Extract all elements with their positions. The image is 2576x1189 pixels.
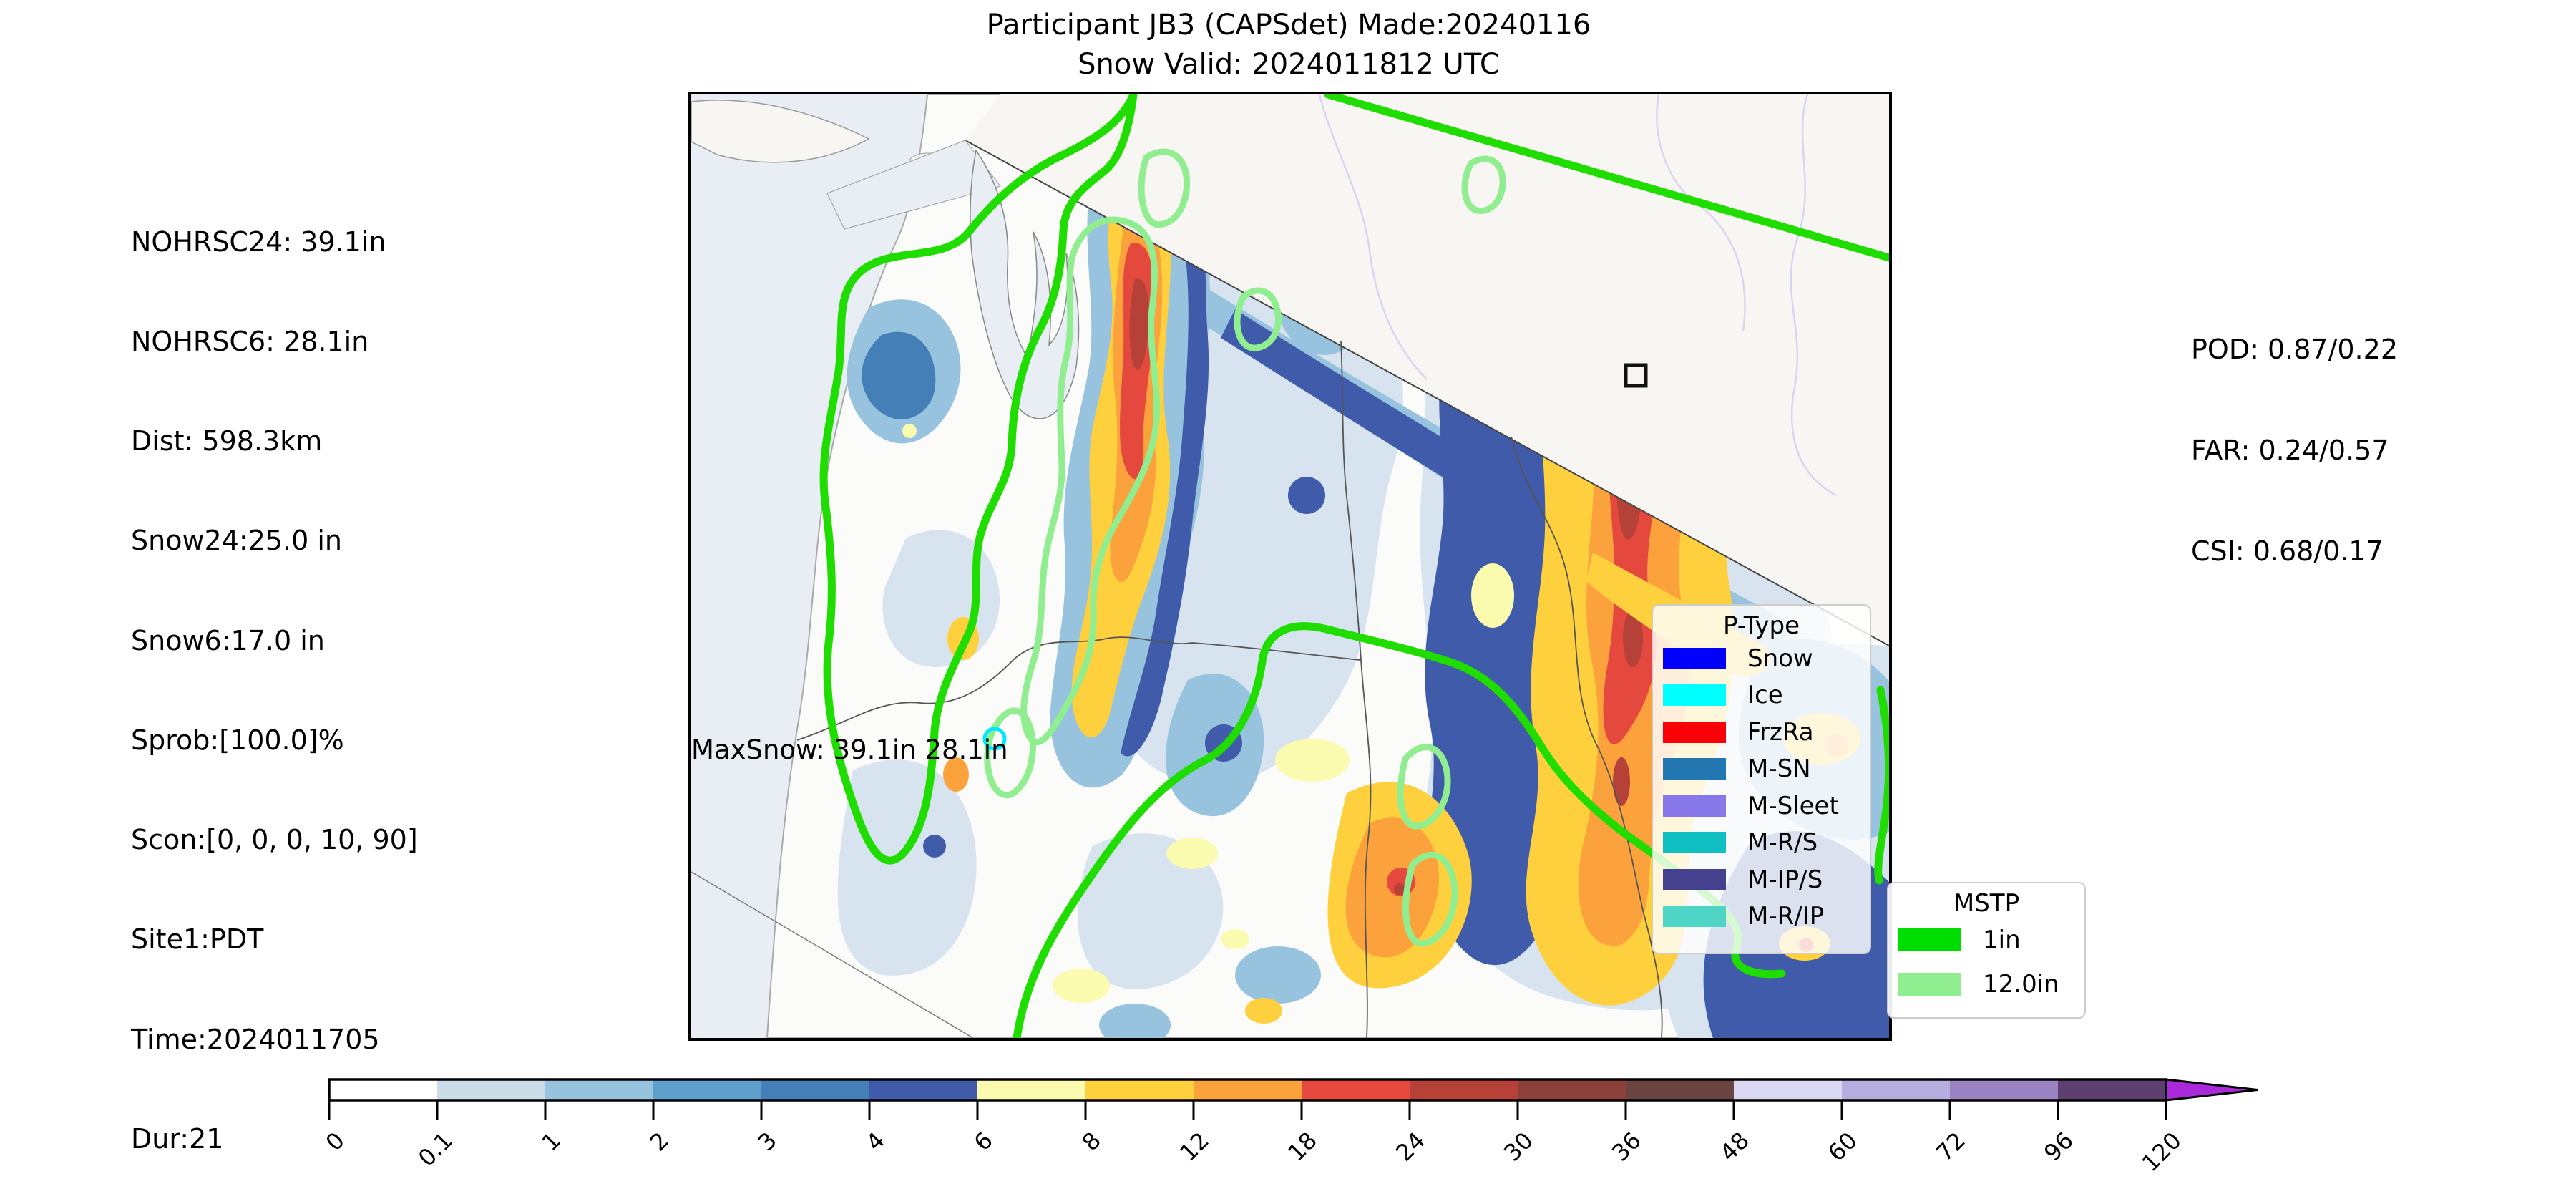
legend-row-12in: 12.0in: [1888, 962, 2084, 1006]
ptype-legend-title: P-Type: [1723, 611, 1800, 640]
colorbar-extend-arrow: [2165, 1078, 2258, 1102]
cbar-tick-label: 1: [536, 1127, 566, 1157]
stat-line-far: FAR: 0.24/0.57: [2191, 435, 2389, 466]
legend-row-frzra: FrzRa: [1653, 714, 1870, 751]
title-line-1: Participant JB3 (CAPSdet) Made:20240116: [986, 9, 1591, 42]
stat-line: Sprob:[100.0]%: [131, 724, 344, 756]
strait-water: [826, 140, 1001, 230]
us-canada-border: [965, 140, 1889, 646]
stat-line: Time:2024011705: [131, 1023, 380, 1055]
stat-line-pod: POD: 0.87/0.22: [2191, 334, 2398, 365]
stat-line-csi: CSI: 0.68/0.17: [2191, 535, 2384, 567]
mips-swatch: [1663, 868, 1726, 890]
cbar-tick-label: 36: [1606, 1127, 1646, 1167]
ice-contour-ring: [982, 727, 1007, 751]
cbar-tick-label: 18: [1282, 1127, 1322, 1167]
title-line-2: Snow Valid: 2024011812 UTC: [1078, 48, 1500, 81]
state-borders: [691, 340, 1663, 1038]
legend-label: M-R/S: [1747, 828, 1818, 858]
stat-line: Snow6:17.0 in: [131, 624, 325, 656]
stat-line: Scon:[0, 0, 0, 10, 90]: [131, 824, 418, 856]
verification-stats-right: POD: 0.87/0.22 FAR: 0.24/0.57 CSI: 0.68/…: [2191, 266, 2398, 636]
stat-line: Snow24:25.0 in: [131, 525, 343, 557]
stat-line: Dist: 598.3km: [131, 425, 323, 457]
site-marker-square: [1624, 363, 1648, 388]
cbar-tick-label: 12: [1174, 1127, 1214, 1167]
mstp-12in-swatch: [1898, 973, 1961, 996]
mstp-legend: MSTP 1in 12.0in: [1887, 882, 2086, 1019]
msleet-swatch: [1663, 795, 1726, 817]
stat-line: Site1:PDT: [131, 923, 264, 956]
snowfall-map: [688, 92, 1892, 1041]
puget-sound: [970, 149, 1080, 419]
mrip-swatch: [1663, 906, 1726, 928]
legend-label: M-R/IP: [1747, 902, 1825, 931]
ptype-legend: P-Type Snow Ice FrzRa M-SN M-Sleet M-R/S…: [1652, 604, 1871, 954]
cbar-tick-label: 48: [1714, 1127, 1755, 1167]
legend-row-ice: Ice: [1653, 677, 1870, 714]
cbar-tick-label: 96: [2039, 1127, 2079, 1167]
cbar-tick-label: 3: [752, 1127, 782, 1157]
legend-label: M-IP/S: [1747, 865, 1823, 894]
legend-label: FrzRa: [1747, 717, 1814, 747]
map-svg: [691, 94, 1889, 1038]
max-snow-label: MaxSnow: 39.1in 28.1in: [691, 734, 1008, 765]
legend-label: M-SN: [1747, 754, 1811, 784]
cbar-tick-label: 120: [2136, 1127, 2187, 1178]
legend-row-snow: Snow: [1653, 640, 1870, 677]
snow-swatch: [1663, 647, 1726, 669]
vancouver-island: [691, 100, 870, 163]
mstp-legend-title: MSTP: [1953, 889, 2020, 918]
green-diagonal-line: [1324, 94, 1889, 262]
legend-label: 12.0in: [1983, 970, 2059, 999]
figure-title: Participant JB3 (CAPSdet) Made:20240116 …: [688, 6, 1889, 84]
cbar-tick-label: 6: [968, 1127, 998, 1157]
ice-swatch: [1663, 684, 1726, 707]
stat-line: NOHRSC6: 28.1in: [131, 326, 369, 358]
legend-row-mrs: M-R/S: [1653, 825, 1870, 862]
msn-swatch: [1663, 758, 1726, 780]
mstp-12in-contours: [984, 148, 1506, 947]
legend-row-msleet: M-Sleet: [1653, 787, 1870, 825]
legend-row-1in: 1in: [1888, 918, 2084, 962]
cbar-tick-label: 60: [1823, 1127, 1863, 1167]
stat-line: NOHRSC24: 39.1in: [131, 225, 386, 258]
legend-label: Snow: [1747, 644, 1813, 673]
cbar-tick-label: 4: [860, 1127, 890, 1157]
olympics-core: [862, 331, 936, 419]
frzra-swatch: [1663, 721, 1726, 743]
canada-region: [965, 94, 1889, 646]
legend-row-mrip: M-R/IP: [1653, 898, 1870, 936]
legend-label: Ice: [1747, 681, 1783, 710]
legend-label: 1in: [1983, 926, 2021, 954]
cbar-tick-label: 8: [1076, 1127, 1106, 1157]
cbar-tick-label: 30: [1498, 1127, 1538, 1167]
verification-stats-left: NOHRSC24: 39.1in NOHRSC6: 28.1in Dist: 5…: [131, 159, 418, 1189]
mstp-1in-swatch: [1898, 928, 1961, 951]
colorbar-ticks: [328, 1100, 2167, 1120]
colorbar-segments: [329, 1079, 2166, 1100]
cbar-tick-label: 72: [1931, 1127, 1971, 1167]
cbar-tick-label: 24: [1390, 1127, 1430, 1167]
stat-line: Dur:21: [131, 1122, 224, 1155]
legend-row-msn: M-SN: [1653, 751, 1870, 788]
colorbar-outline: [328, 1078, 2167, 1102]
legend-row-mips: M-IP/S: [1653, 861, 1870, 898]
legend-label: M-Sleet: [1747, 791, 1839, 820]
cbar-tick-label: 2: [644, 1127, 674, 1157]
mrs-swatch: [1663, 832, 1726, 854]
